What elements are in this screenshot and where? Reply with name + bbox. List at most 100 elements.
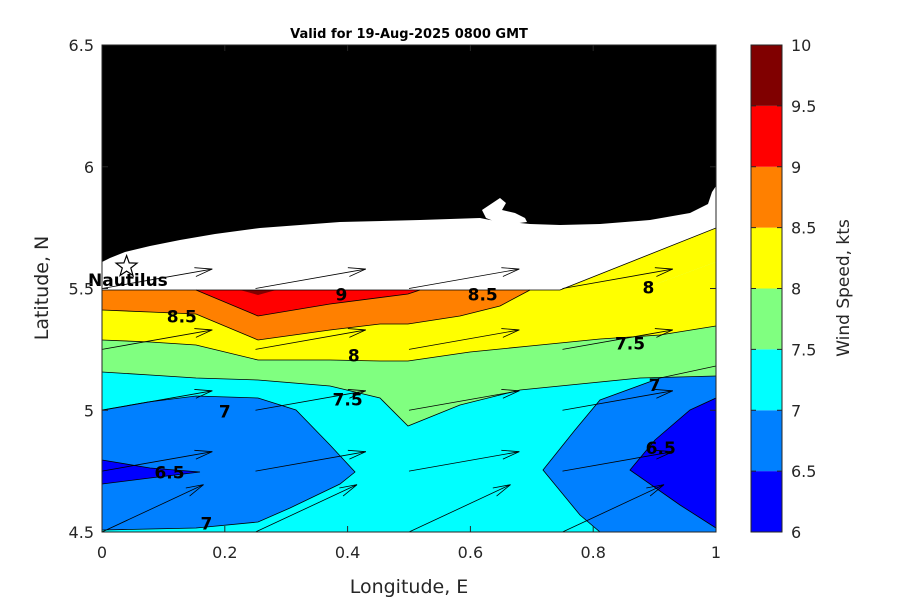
contour-labels: 9 8.5 8 8.5 8 7.5 7.5 7 7 6.5 6.5 7 [154, 278, 676, 535]
wind-vector-head [646, 484, 665, 497]
wind-vector-head [654, 267, 673, 277]
wind-vector [562, 390, 673, 411]
wind-vector [255, 390, 366, 411]
wind-vector-head [501, 449, 520, 460]
wind-vector [408, 329, 520, 350]
colorbar-segment [751, 227, 782, 289]
wind-vector [408, 451, 520, 472]
x-tick-label: 0.4 [335, 543, 360, 562]
wind-vector-head [492, 484, 511, 497]
colorbar-tick-label: 8.5 [791, 219, 816, 238]
wind-vector-head [194, 267, 213, 277]
x-axis-label: Longitude, E [350, 576, 469, 598]
x-tick-label: 0.6 [458, 543, 483, 562]
site-label: Nautilus [88, 271, 168, 291]
colorbar-tick-label: 6.5 [791, 462, 816, 481]
x-tick-label: 0.2 [212, 543, 237, 562]
colorbar-segment [751, 166, 782, 228]
x-axis: 0 0.2 0.4 0.6 0.8 1 [97, 45, 721, 562]
wind-vector [408, 390, 520, 411]
wind-vector-head [347, 328, 366, 338]
colorbar-segment [751, 45, 782, 106]
wind-vector [255, 451, 366, 472]
colorbar-segment [751, 349, 782, 411]
y-tick-label: 5.5 [69, 280, 94, 299]
chart-title: Valid for 19-Aug-2025 0800 GMT [290, 27, 528, 42]
wind-vector-head [185, 484, 204, 497]
wind-vector [102, 329, 213, 350]
contour-label: 8.5 [468, 286, 498, 306]
colorbar-tick-label: 7.5 [791, 340, 816, 359]
contour-label: 6.5 [646, 439, 676, 459]
band-9-9.5 [196, 290, 420, 316]
wind-vector [562, 484, 665, 532]
wind-vector [255, 268, 366, 289]
wind-vector [255, 484, 358, 532]
x-tick-label: 0 [97, 543, 107, 562]
wind-vector-head [501, 389, 520, 399]
contour-label: 7.5 [333, 390, 363, 410]
x-tick-label: 0.8 [580, 543, 605, 562]
wind-vector [408, 268, 520, 289]
wind-vector [408, 484, 511, 532]
wind-vector-head [347, 267, 366, 277]
wind-vector-head [654, 449, 673, 460]
band-6.5-7-left [102, 396, 355, 530]
y-axis-label: Latitude, N [31, 236, 53, 341]
colorbar-tick-label: 9 [791, 158, 801, 177]
wind-vector [102, 451, 213, 472]
y-tick-label: 6.5 [69, 36, 94, 55]
contour-label: 7 [219, 403, 231, 423]
wind-vector-head [194, 328, 213, 338]
wind-vector-head [654, 328, 673, 338]
wind-vector [562, 451, 673, 472]
wind-vector-head [194, 389, 213, 399]
wind-vector [102, 484, 204, 532]
colorbar-tick-label: 9.5 [791, 97, 816, 116]
wind-vector-head [347, 389, 366, 399]
wind-vector-head [654, 389, 673, 399]
wind-vector-head [501, 328, 520, 338]
y-tick-label: 6 [84, 158, 94, 177]
y-axis: 4.5 5 5.5 6 6.5 [69, 36, 716, 542]
coastal-spit [482, 198, 527, 224]
wind-vector [102, 390, 213, 411]
contour-label: 7 [649, 376, 661, 396]
colorbar-segment [751, 288, 782, 350]
x-tick-label: 1 [711, 543, 721, 562]
contour-label: 8.5 [167, 308, 197, 328]
colorbar-tick-label: 7 [791, 401, 801, 420]
wind-vector-head [194, 449, 213, 460]
colorbar-tick-label: 8 [791, 280, 801, 299]
plot-area: 9 8.5 8 8.5 8 7.5 7.5 7 7 6.5 6.5 7 [102, 45, 716, 535]
wind-vector [562, 268, 673, 289]
wind-vector-head [339, 484, 358, 497]
contour-label: 7 [200, 515, 212, 535]
band-8.5-9 [102, 290, 530, 340]
wind-vector [255, 329, 366, 350]
star-icon [114, 253, 139, 277]
colorbar-label: Wind Speed, kts [834, 219, 854, 357]
band-6-6.5-right [630, 398, 716, 528]
contour-label: 6.5 [154, 463, 184, 483]
wind-vectors [102, 267, 673, 532]
wind-vector [562, 329, 673, 350]
contour-label: 7.5 [615, 334, 645, 354]
y-tick-label: 4.5 [69, 523, 94, 542]
band-9.5-10 [240, 290, 276, 295]
colorbar-segment [751, 410, 782, 472]
contour-label: 8 [348, 347, 360, 367]
colorbar-ticks: 6 6.5 7 7.5 8 8.5 9 9.5 10 [751, 36, 816, 542]
colorbar [751, 45, 782, 532]
colorbar-tick-label: 10 [791, 36, 811, 55]
wind-vector [102, 268, 213, 289]
wind-vector-head [501, 267, 520, 277]
y-tick-label: 5 [84, 401, 94, 420]
band-6-6.5-left [102, 460, 200, 484]
wind-vector-head [347, 449, 366, 460]
colorbar-tick-label: 6 [791, 523, 801, 542]
colorbar-segment [751, 105, 782, 167]
land-mass [102, 45, 716, 262]
contour-label: 9 [336, 286, 348, 306]
